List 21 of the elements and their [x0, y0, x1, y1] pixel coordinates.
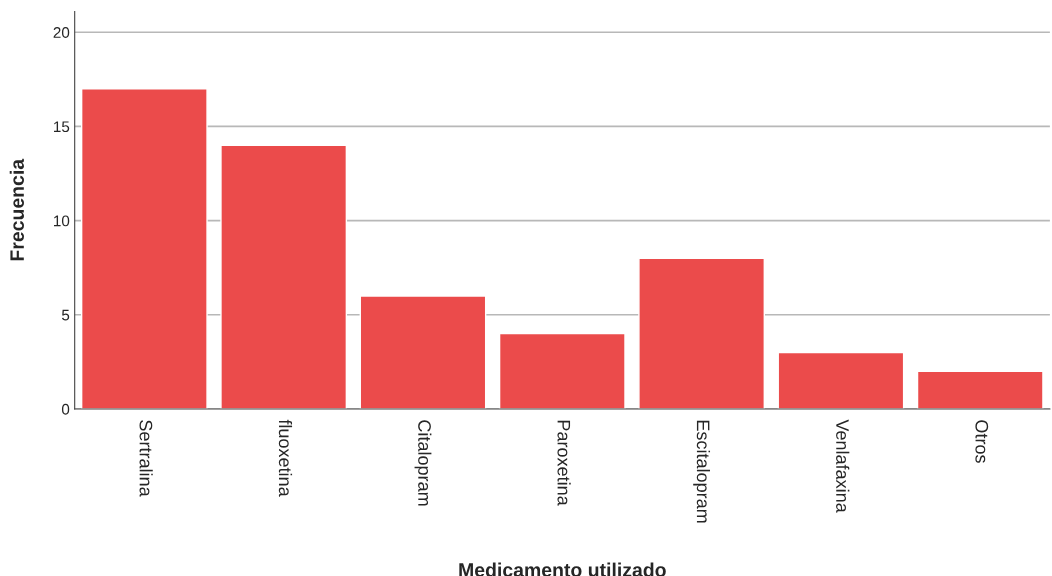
- bar: [916, 370, 1044, 409]
- bar: [638, 257, 765, 409]
- x-tick-label: Otros: [975, 420, 989, 463]
- x-tick-label: Escitalopram: [693, 420, 711, 523]
- y-tick-label: 5: [61, 309, 70, 321]
- x-tick-label: fluoxetina: [278, 419, 293, 497]
- x-tick-label: Sertralina: [139, 420, 153, 497]
- y-tick-label: 15: [54, 121, 70, 133]
- x-tick-label: Paroxetina: [557, 420, 571, 506]
- bar: [498, 332, 626, 409]
- y-tick-label: 0: [61, 403, 70, 415]
- bar: [220, 144, 348, 409]
- y-axis-title: Frecuencia: [9, 158, 24, 261]
- bar: [777, 351, 905, 409]
- x-tick-label: Citalopram: [414, 420, 432, 506]
- y-tick-label: 20: [53, 27, 70, 38]
- x-tick-label: Venlafaxina: [836, 419, 850, 513]
- bar: [359, 295, 487, 409]
- bar: [80, 88, 208, 409]
- y-tick-label: 10: [54, 215, 70, 227]
- x-axis-title: Medicamento utilizado: [459, 562, 666, 576]
